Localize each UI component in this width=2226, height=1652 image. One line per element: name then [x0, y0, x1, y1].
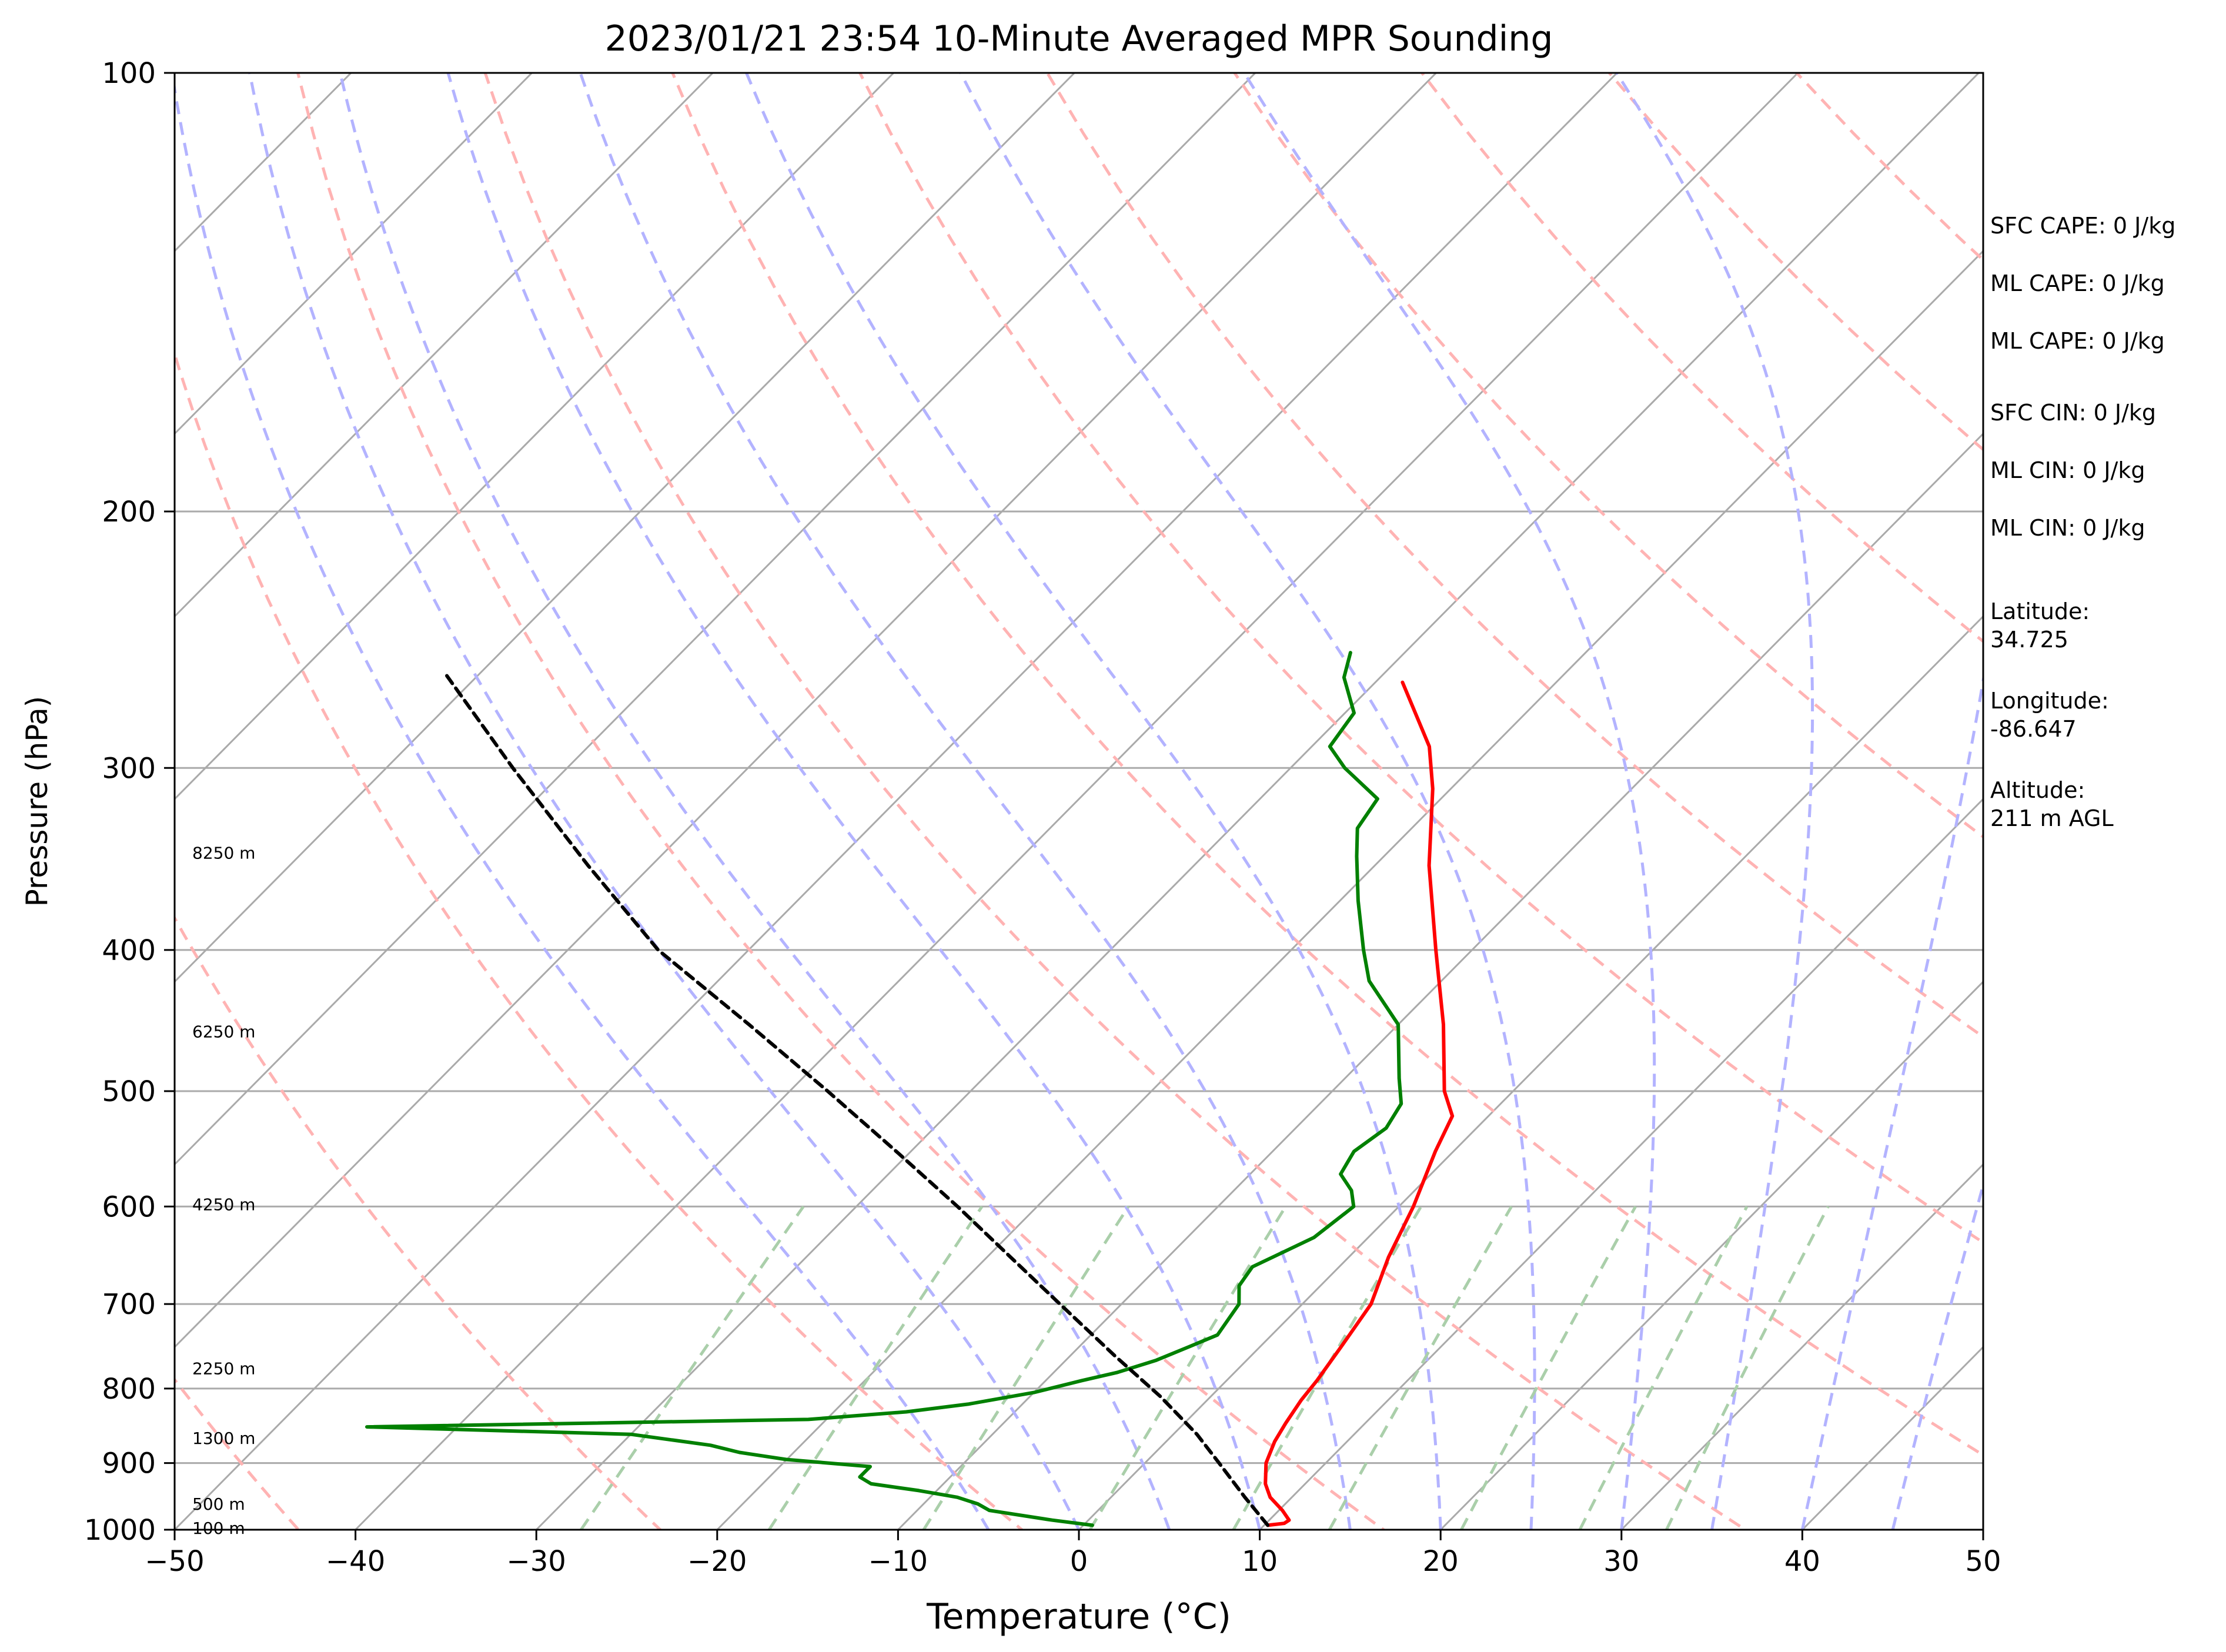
latitude-text: Latitude: 34.725 [1990, 598, 2090, 653]
isotherm--90 [175, 73, 894, 801]
x-tick-label-7: 20 [1423, 1545, 1459, 1578]
x-axis-label: Temperature (°C) [926, 1596, 1231, 1637]
mixing-ratio-0.4 [580, 1205, 805, 1530]
sfc-cin-text: SFC CIN: 0 J/kg [1990, 400, 2157, 426]
mixing-ratio-24 [1578, 1206, 1749, 1530]
moist-adiabat-5 [339, 73, 1171, 1530]
moist-adiabat-15 [579, 73, 1352, 1530]
x-tick-label-2: −30 [507, 1545, 566, 1578]
isotherm--110 [175, 73, 533, 435]
chart-title: 2023/01/21 23:54 10-Minute Averaged MPR … [605, 18, 1553, 59]
dry-adiabat-290 [296, 73, 1386, 1530]
x-tick-label-1: −40 [326, 1545, 385, 1578]
isotherm--20 [716, 249, 1983, 1530]
altitude-text: Altitude: 211 m AGL [1990, 777, 2114, 831]
height-label-0: 100 m [192, 1519, 245, 1538]
dry-adiabat-310 [483, 73, 1749, 1530]
moist-adiabat-25 [959, 73, 1536, 1530]
isotherm--100 [175, 73, 714, 618]
sfc-cape-text: SFC CAPE: 0 J/kg [1990, 213, 2176, 239]
background-lines [175, 73, 1983, 1530]
height-label-6: 8250 m [192, 843, 255, 862]
parcel-line [443, 671, 1270, 1527]
isotherm--70 [175, 73, 1256, 1166]
y-tick-label-0: 1000 [84, 1514, 156, 1547]
isotherm-0 [1078, 615, 1983, 1530]
ml-cin-text: ML CIN: 0 J/kg [1990, 457, 2145, 483]
mixing-ratio-10 [1328, 1206, 1513, 1530]
isotherm-20 [1440, 980, 1983, 1530]
height-label-4: 4250 m [192, 1195, 255, 1215]
height-label-2: 1300 m [192, 1429, 255, 1448]
y-tick-label-2: 800 [102, 1373, 156, 1406]
dry-adiabat-370 [1046, 73, 1983, 1039]
y-tick-label-9: 100 [102, 57, 156, 90]
ml-cape-text: ML CAPE: 0 J/kg [1990, 270, 2165, 296]
dry-adiabat-230 [175, 1377, 301, 1530]
x-tick-label-5: 0 [1070, 1545, 1088, 1578]
isotherm--30 [536, 73, 1980, 1530]
y-tick-label-1: 900 [102, 1447, 156, 1480]
longitude-text: Longitude: -86.647 [1990, 688, 2109, 742]
height-label-1: 500 m [192, 1494, 245, 1514]
y-tick-label-3: 700 [102, 1288, 156, 1321]
isotherm--60 [175, 73, 1437, 1349]
isotherm--80 [175, 73, 1075, 984]
isotherm-30 [1620, 1163, 1983, 1530]
y-tick-label-4: 600 [102, 1190, 156, 1223]
y-axis-label: Pressure (hPa) [20, 696, 54, 907]
moist-adiabat--5 [175, 80, 990, 1530]
x-tick-label-8: 30 [1603, 1545, 1639, 1578]
mixing-ratio-4 [1088, 1205, 1287, 1530]
dry-adiabat-270 [175, 349, 1025, 1530]
x-tick-label-6: 10 [1242, 1545, 1278, 1578]
ml-cape-text-2: ML CAPE: 0 J/kg [1990, 328, 2165, 354]
x-tick-label-10: 50 [1965, 1545, 2001, 1578]
mixing-ratio-32 [1665, 1206, 1830, 1530]
y-tick-label-6: 400 [102, 934, 156, 967]
mixing-ratio-2 [922, 1205, 1130, 1530]
isotherm--50 [175, 73, 1618, 1530]
y-tick-label-5: 500 [102, 1075, 156, 1108]
ml-cin-text-2: ML CIN: 0 J/kg [1990, 515, 2145, 541]
x-tick-label-4: −10 [868, 1545, 928, 1578]
height-label-3: 2250 m [192, 1359, 255, 1379]
isotherm--10 [897, 432, 1983, 1530]
height-label-5: 6250 m [192, 1022, 255, 1042]
moist-adiabat-0 [248, 73, 1081, 1530]
temperature-line [1264, 680, 1455, 1527]
moist-adiabat-10 [446, 73, 1262, 1530]
dewpoint-line [365, 651, 1403, 1527]
isotherm-10 [1259, 798, 1983, 1530]
x-tick-label-0: −50 [145, 1545, 204, 1578]
moist-adiabat-45 [1891, 1179, 1983, 1530]
sounding-traces [365, 651, 1455, 1527]
dry-adiabat-350 [858, 73, 1983, 1245]
mixing-ratio-16 [1460, 1206, 1637, 1530]
x-tick-label-3: −20 [687, 1545, 747, 1578]
moist-adiabat-35 [1615, 73, 1814, 1530]
mixing-ratio-1 [768, 1205, 984, 1530]
y-tick-label-8: 200 [102, 496, 156, 529]
moist-adiabat-20 [745, 73, 1442, 1530]
moist-adiabat-40 [1800, 672, 1983, 1530]
isotherm--40 [355, 73, 1799, 1530]
y-tick-label-7: 300 [102, 752, 156, 785]
x-tick-label-9: 40 [1784, 1545, 1820, 1578]
dry-adiabat-250 [175, 915, 663, 1530]
axes: −50 −40 −30 −20 −10 0 10 20 30 40 50 1000 900 800 700 6… [84, 57, 2001, 1578]
